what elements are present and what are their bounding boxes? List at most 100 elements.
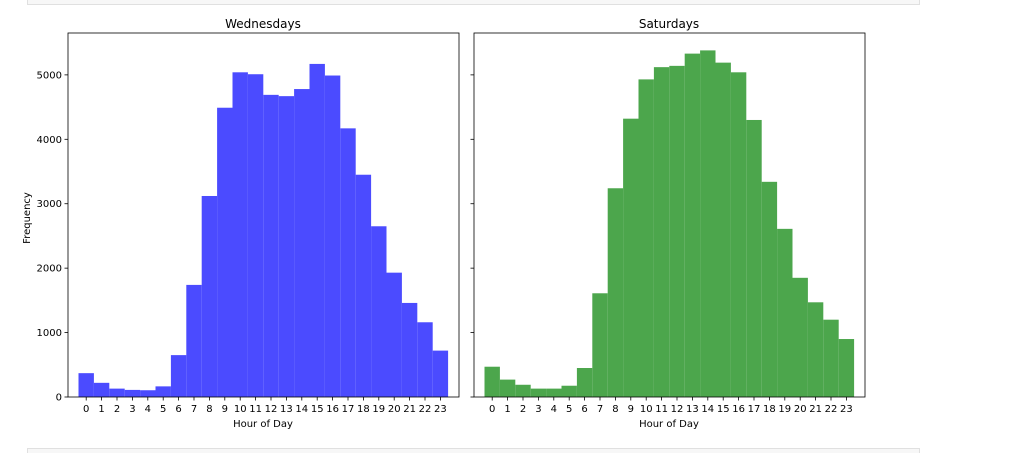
x-tick-label: 1 [504, 404, 510, 415]
histogram-bar [340, 128, 356, 397]
histogram-bar [124, 389, 141, 397]
histogram-bar [761, 181, 778, 397]
x-tick-label: 22 [825, 404, 838, 415]
x-tick-label: 16 [326, 404, 339, 415]
x-tick-label: 8 [612, 404, 618, 415]
y-tick-label: 1000 [37, 328, 62, 339]
histogram-bar [217, 107, 233, 397]
x-tick-label: 14 [701, 404, 714, 415]
chart-title: Saturdays [639, 17, 699, 31]
histogram-bar [700, 50, 716, 397]
histogram-bar [499, 379, 516, 397]
x-tick-label: 15 [717, 404, 730, 415]
histogram-bar [653, 67, 670, 398]
x-tick-label: 21 [809, 404, 822, 415]
histogram-bar [93, 382, 110, 397]
x-tick-label: 18 [763, 404, 776, 415]
x-tick-label: 10 [640, 404, 653, 415]
histogram-bar [792, 277, 808, 397]
histogram-bar [140, 390, 156, 397]
x-tick-label: 19 [372, 404, 385, 415]
x-tick-label: 12 [265, 404, 278, 415]
x-tick-label: 16 [732, 404, 745, 415]
x-tick-label: 14 [295, 404, 308, 415]
histogram-bar [324, 75, 341, 398]
x-tick-label: 20 [388, 404, 401, 415]
x-tick-label: 12 [671, 404, 684, 415]
y-tick-label: 3000 [37, 199, 62, 210]
x-tick-label: 0 [83, 404, 89, 415]
histogram-bar [432, 350, 449, 397]
histogram-bar [401, 302, 418, 397]
x-tick-label: 13 [280, 404, 293, 415]
y-tick-label: 2000 [37, 264, 62, 275]
x-tick-label: 21 [403, 404, 416, 415]
histogram-bar [263, 94, 279, 397]
saturdays-panel: Saturdays Hour of Day 0 1 2 3 4 5 6 7 8 9 10 11 12 13… [470, 17, 866, 430]
histogram-bar [155, 386, 171, 397]
histogram-bar [607, 188, 624, 397]
histogram-bar [684, 53, 701, 398]
x-tick-label: 10 [234, 404, 247, 415]
histogram-bar [730, 72, 747, 398]
histogram-bar [546, 388, 562, 397]
chart-title: Wednesdays [225, 17, 301, 31]
x-tick-label: 13 [686, 404, 699, 415]
histogram-bar [515, 384, 531, 397]
histogram-bar [823, 319, 839, 397]
x-tick-label: 19 [778, 404, 791, 415]
histogram-bar [201, 195, 218, 397]
x-tick-label: 4 [145, 404, 151, 415]
histogram-bar [278, 96, 295, 397]
notebook-cell-top-edge [27, 0, 920, 5]
histogram-bar [576, 368, 593, 397]
axes-frame [473, 32, 866, 398]
x-tick-label: 2 [520, 404, 526, 415]
histogram-bar [309, 63, 325, 398]
x-tick-label: 9 [628, 404, 634, 415]
histogram-bar [746, 119, 762, 397]
histogram-bar [669, 65, 685, 398]
histogram-bar [417, 322, 433, 397]
x-tick-label: 7 [597, 404, 603, 415]
x-tick-label: 8 [206, 404, 212, 415]
x-tick-label: 15 [311, 404, 324, 415]
x-tick-label: 5 [160, 404, 166, 415]
x-tick-label: 4 [551, 404, 557, 415]
histogram-bar [109, 388, 125, 397]
histogram-bar [386, 272, 402, 397]
x-tick-label: 11 [249, 404, 262, 415]
x-tick-label: 23 [434, 404, 447, 415]
histogram-bar [78, 373, 94, 397]
x-tick-label: 2 [114, 404, 120, 415]
x-tick-label: 11 [655, 404, 668, 415]
histogram-bar [484, 366, 500, 397]
x-tick-label: 17 [342, 404, 355, 415]
histogram-bar [807, 302, 824, 397]
y-tick-label: 0 [56, 393, 62, 404]
x-tick-label: 20 [794, 404, 807, 415]
histogram-bar [247, 74, 264, 397]
axes-frame [67, 32, 460, 398]
x-tick-label: 9 [222, 404, 228, 415]
x-tick-label: 7 [191, 404, 197, 415]
histogram-bar [355, 174, 372, 397]
x-tick-label: 18 [357, 404, 370, 415]
x-tick-label: 0 [489, 404, 495, 415]
y-tick-label: 5000 [37, 70, 62, 81]
x-tick-label: 6 [581, 404, 587, 415]
histogram-bar [371, 226, 387, 397]
histogram-bar [592, 293, 608, 397]
histogram-bar [623, 118, 639, 398]
x-axis-label: Hour of Day [233, 419, 293, 430]
histogram-bar [715, 62, 731, 397]
x-tick-label: 17 [748, 404, 761, 415]
x-tick-label: 22 [419, 404, 432, 415]
x-tick-label: 3 [129, 404, 135, 415]
histogram-bar [530, 388, 547, 397]
histogram-bar [838, 339, 855, 397]
histogram-bar [777, 228, 793, 397]
x-tick-label: 5 [566, 404, 572, 415]
